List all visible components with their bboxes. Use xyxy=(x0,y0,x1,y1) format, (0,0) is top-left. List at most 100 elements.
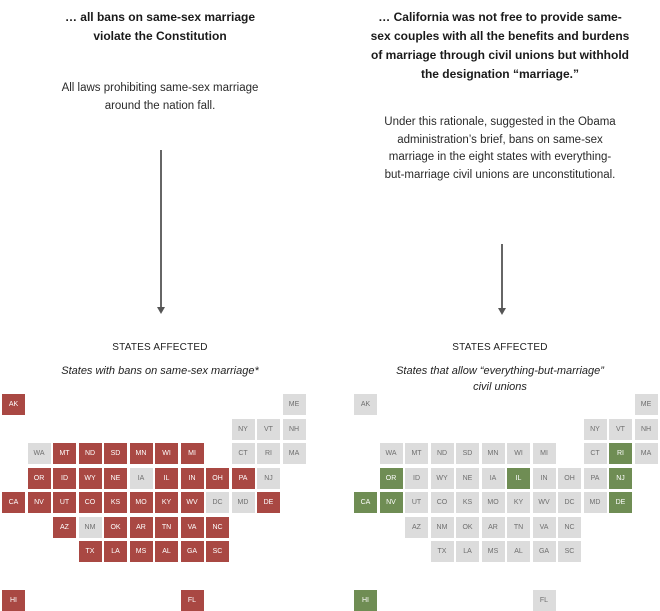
state-tile-tx: TX xyxy=(78,541,102,562)
state-tile-mn: MN xyxy=(481,443,505,464)
state-tile-ri: RI xyxy=(609,443,632,464)
state-tile-nh: NH xyxy=(634,418,658,440)
state-tile-co: CO xyxy=(430,492,454,513)
state-tile-nd: ND xyxy=(78,443,102,464)
state-tile-mn: MN xyxy=(129,443,153,464)
state-tile-vt: VT xyxy=(609,418,632,440)
state-tile-wy: WY xyxy=(430,467,454,489)
state-tile-nj: NJ xyxy=(609,467,632,489)
state-tile-nc: NC xyxy=(206,516,229,538)
state-tile-nm: NM xyxy=(430,516,454,538)
state-tile-sd: SD xyxy=(456,443,479,464)
state-tile-mi: MI xyxy=(532,443,556,464)
state-tile-wv: WV xyxy=(180,492,204,513)
state-tile-tx: TX xyxy=(430,541,454,562)
state-tile-ia: IA xyxy=(481,467,505,489)
left-description: All laws prohibiting same-sex marriage a… xyxy=(61,82,259,112)
state-tile-pa: PA xyxy=(583,467,607,489)
left-affected-label: STATES AFFECTED xyxy=(112,342,208,353)
state-tile-ky: KY xyxy=(155,492,178,513)
right-affected-label: STATES AFFECTED xyxy=(452,342,548,353)
state-tile-me: ME xyxy=(634,394,658,415)
state-tile-az: AZ xyxy=(405,516,428,538)
state-tile-ok: OK xyxy=(104,516,127,538)
state-tile-ak: AK xyxy=(354,394,377,415)
state-tile-nm: NM xyxy=(78,516,102,538)
state-tile-mi: MI xyxy=(180,443,204,464)
state-tile-ks: KS xyxy=(456,492,479,513)
state-tile-fl: FL xyxy=(180,590,204,611)
state-tile-va: VA xyxy=(180,516,204,538)
state-tile-il: IL xyxy=(155,467,178,489)
state-tile-ne: NE xyxy=(456,467,479,489)
state-tile-ar: AR xyxy=(481,516,505,538)
left-affected-subtitle: States with bans on same-sex marriage* xyxy=(61,365,259,377)
state-tile-nd: ND xyxy=(430,443,454,464)
state-tile-wi: WI xyxy=(507,443,530,464)
state-tile-ga: GA xyxy=(532,541,556,562)
state-tile-ri: RI xyxy=(257,443,280,464)
state-tile-oh: OH xyxy=(558,467,581,489)
state-tile-pa: PA xyxy=(231,467,255,489)
state-tile-dc: DC xyxy=(206,492,229,513)
state-tile-vt: VT xyxy=(257,418,280,440)
state-tile-in: IN xyxy=(180,467,204,489)
state-tile-id: ID xyxy=(53,467,76,489)
state-tile-ia: IA xyxy=(129,467,153,489)
right-panel: … California was not free to provide sam… xyxy=(330,0,660,611)
state-tile-wi: WI xyxy=(155,443,178,464)
state-tile-sd: SD xyxy=(104,443,127,464)
state-tile-hi: HI xyxy=(354,590,377,611)
state-tile-me: ME xyxy=(282,394,306,415)
state-tile-or: OR xyxy=(379,467,403,489)
state-tile-ky: KY xyxy=(507,492,530,513)
state-tile-ms: MS xyxy=(129,541,153,562)
state-tile-id: ID xyxy=(405,467,428,489)
state-tile-de: DE xyxy=(609,492,632,513)
state-tile-md: MD xyxy=(231,492,255,513)
state-tile-or: OR xyxy=(27,467,51,489)
state-tile-la: LA xyxy=(104,541,127,562)
state-tile-nc: NC xyxy=(558,516,581,538)
state-tile-mt: MT xyxy=(53,443,76,464)
state-tile-ma: MA xyxy=(634,443,658,464)
left-panel: … all bans on same-sex marriage violate … xyxy=(0,0,330,611)
state-tile-sc: SC xyxy=(558,541,581,562)
state-tile-co: CO xyxy=(78,492,102,513)
state-tile-mo: MO xyxy=(129,492,153,513)
state-tile-in: IN xyxy=(532,467,556,489)
state-tile-wy: WY xyxy=(78,467,102,489)
state-tile-dc: DC xyxy=(558,492,581,513)
state-tile-ak: AK xyxy=(2,394,25,415)
state-tile-ut: UT xyxy=(53,492,76,513)
state-tile-md: MD xyxy=(583,492,607,513)
state-tile-la: LA xyxy=(456,541,479,562)
state-tile-al: AL xyxy=(507,541,530,562)
state-tile-mt: MT xyxy=(405,443,428,464)
state-tile-oh: OH xyxy=(206,467,229,489)
state-tile-ms: MS xyxy=(481,541,505,562)
state-tile-ga: GA xyxy=(180,541,204,562)
state-tile-ok: OK xyxy=(456,516,479,538)
state-tile-fl: FL xyxy=(532,590,556,611)
state-tile-nh: NH xyxy=(282,418,306,440)
state-tile-mo: MO xyxy=(481,492,505,513)
state-tile-ct: CT xyxy=(583,443,607,464)
state-tile-ne: NE xyxy=(104,467,127,489)
state-tile-az: AZ xyxy=(53,516,76,538)
state-tile-il: IL xyxy=(507,467,530,489)
state-tile-va: VA xyxy=(532,516,556,538)
state-tile-ks: KS xyxy=(104,492,127,513)
state-tile-tn: TN xyxy=(507,516,530,538)
state-tile-sc: SC xyxy=(206,541,229,562)
state-tile-de: DE xyxy=(257,492,280,513)
state-tile-ca: CA xyxy=(2,492,25,513)
right-heading: … California was not free to provide sam… xyxy=(370,10,630,81)
state-tile-wa: WA xyxy=(27,443,51,464)
left-heading: … all bans on same-sex marriage violate … xyxy=(64,10,256,43)
state-tile-ct: CT xyxy=(231,443,255,464)
state-tile-nj: NJ xyxy=(257,467,280,489)
right-description: Under this rationale, suggested in the O… xyxy=(384,116,616,181)
state-tile-al: AL xyxy=(155,541,178,562)
state-tile-nv: NV xyxy=(27,492,51,513)
